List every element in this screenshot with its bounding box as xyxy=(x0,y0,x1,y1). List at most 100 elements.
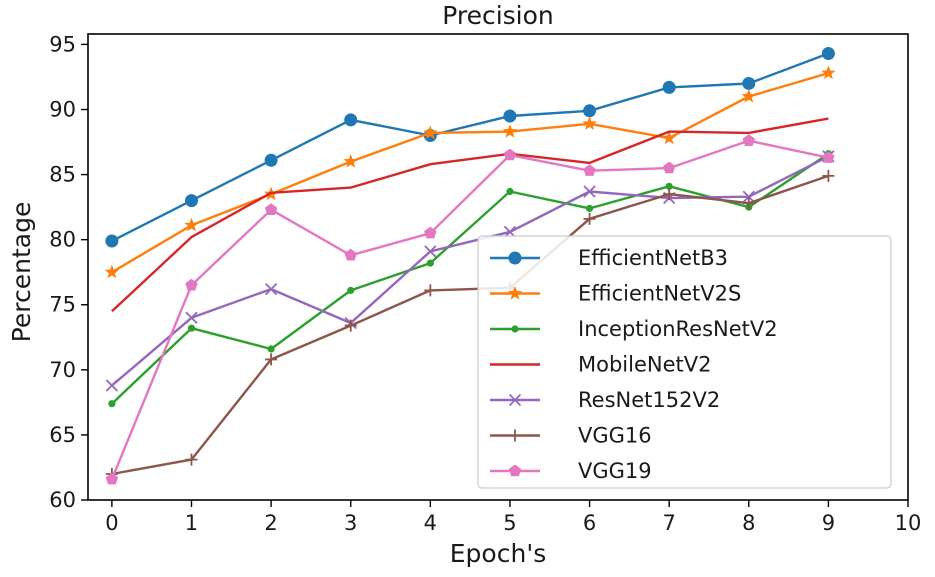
x-tick-label: 4 xyxy=(424,511,437,535)
data-point-vgg19 xyxy=(742,134,755,146)
series-line-efficientnetv2s xyxy=(111,71,829,274)
legend-label-efficientnetv2s: EfficientNetV2S xyxy=(578,282,741,306)
data-point-efficientnetv2s xyxy=(741,89,756,103)
series-line-mobilenetv2 xyxy=(111,117,829,313)
x-tick-label: 8 xyxy=(742,511,755,535)
data-point-vgg19 xyxy=(663,161,676,174)
legend-item-mobilenetv2: MobileNetV2 xyxy=(490,353,711,377)
data-point-efficientnetb3 xyxy=(503,109,517,123)
plot-area xyxy=(104,47,836,485)
legend-label-inceptionresnetv2: InceptionResNetV2 xyxy=(578,317,778,341)
data-point-vgg16 xyxy=(185,453,198,466)
legend-marker-resnet152v2 xyxy=(508,393,522,407)
data-point-inceptionresnetv2 xyxy=(267,345,275,353)
data-point-efficientnetv2s xyxy=(343,154,358,168)
data-point-resnet152v2 xyxy=(583,185,596,198)
series-efficientnetb3 xyxy=(105,47,835,248)
legend-marker-efficientnetb3 xyxy=(508,251,522,265)
data-point-resnet152v2 xyxy=(185,311,198,324)
data-point-vgg19 xyxy=(583,164,596,176)
y-tick-label: 80 xyxy=(49,228,76,252)
series-line-vgg19 xyxy=(110,139,829,480)
legend-label-resnet152v2: ResNet152V2 xyxy=(578,388,720,412)
data-point-efficientnetb3 xyxy=(821,47,835,61)
data-point-vgg19 xyxy=(105,472,119,485)
chart-title: Precision xyxy=(442,1,554,30)
plot-frame xyxy=(87,33,909,501)
data-point-vgg16 xyxy=(265,353,278,366)
data-point-vgg16 xyxy=(822,169,835,182)
data-point-efficientnetv2s xyxy=(821,65,836,80)
data-point-efficientnetv2s xyxy=(104,264,119,279)
y-tick-label: 90 xyxy=(49,97,76,121)
legend-label-vgg19: VGG19 xyxy=(578,459,652,483)
legend-item-efficientnetb3: EfficientNetB3 xyxy=(490,246,728,270)
x-tick-label: 7 xyxy=(662,511,675,535)
data-point-vgg16 xyxy=(424,284,437,297)
series-line-vgg16 xyxy=(111,174,829,476)
data-point-vgg19 xyxy=(424,226,437,239)
data-point-inceptionresnetv2 xyxy=(426,259,434,267)
data-point-efficientnetv2s xyxy=(502,124,518,138)
legend-marker-inceptionresnetv2 xyxy=(511,325,519,333)
legend-item-vgg19: VGG19 xyxy=(490,459,652,483)
legend-marker-vgg16 xyxy=(509,429,521,442)
data-point-efficientnetv2s xyxy=(662,130,677,145)
data-point-efficientnetb3 xyxy=(344,113,358,127)
axis-ticks: 0 1 2 3 4 5 6 7 8 9 10 60 65 70 75 80 85 90 95 xyxy=(49,32,921,535)
x-tick-label: 1 xyxy=(185,511,198,535)
legend-label-mobilenetv2: MobileNetV2 xyxy=(578,353,711,377)
legend-item-vgg16: VGG16 xyxy=(490,424,652,448)
data-point-vgg19 xyxy=(185,278,198,291)
legend-item-resnet152v2: ResNet152V2 xyxy=(490,388,720,412)
data-point-resnet152v2 xyxy=(105,379,119,392)
data-point-inceptionresnetv2 xyxy=(506,187,514,196)
y-tick-label: 60 xyxy=(49,488,76,512)
data-point-inceptionresnetv2 xyxy=(585,204,594,213)
data-point-resnet152v2 xyxy=(264,282,278,296)
x-axis-label: Epoch's xyxy=(450,539,546,568)
x-tick-label: 5 xyxy=(503,511,516,535)
legend-item-inceptionresnetv2: InceptionResNetV2 xyxy=(490,317,778,341)
data-point-resnet152v2 xyxy=(424,245,437,258)
x-tick-label: 6 xyxy=(583,511,596,535)
legend-item-efficientnetv2s: EfficientNetV2S xyxy=(490,282,741,306)
data-point-inceptionresnetv2 xyxy=(187,324,196,332)
y-tick-label: 75 xyxy=(49,293,76,317)
data-point-inceptionresnetv2 xyxy=(665,182,673,190)
data-point-efficientnetv2s xyxy=(184,217,199,232)
series-vgg19 xyxy=(105,134,835,485)
data-point-resnet152v2 xyxy=(742,190,755,203)
data-point-efficientnetb3 xyxy=(742,76,756,90)
y-tick-label: 65 xyxy=(49,423,76,447)
series-mobilenetv2 xyxy=(111,117,829,313)
y-tick-label: 70 xyxy=(49,358,76,382)
data-point-vgg16 xyxy=(663,188,676,201)
y-axis-label: Percentage xyxy=(7,202,36,343)
legend-marker-vgg19 xyxy=(508,464,522,477)
data-point-efficientnetb3 xyxy=(264,153,278,167)
data-point-vgg19 xyxy=(822,151,835,163)
data-point-vgg19 xyxy=(503,148,517,161)
data-point-efficientnetb3 xyxy=(105,234,119,248)
y-tick-label: 85 xyxy=(49,163,76,187)
data-point-vgg16 xyxy=(344,319,357,332)
series-line-resnet152v2 xyxy=(111,155,829,387)
legend: EfficientNetB3 EfficientNetV2S InceptionRe… xyxy=(477,235,892,489)
x-tick-label: 2 xyxy=(264,511,277,535)
legend-label-vgg16: VGG16 xyxy=(578,424,652,448)
legend-label-efficientnetb3: EfficientNetB3 xyxy=(578,246,728,270)
data-point-vgg16 xyxy=(742,197,755,210)
data-point-efficientnetb3 xyxy=(662,80,676,94)
legend-box xyxy=(477,235,892,489)
data-point-inceptionresnetv2 xyxy=(108,400,116,408)
x-tick-label: 0 xyxy=(105,511,118,535)
data-point-vgg16 xyxy=(583,212,596,225)
x-tick-label: 10 xyxy=(895,511,922,535)
data-point-efficientnetv2s xyxy=(423,125,438,139)
y-tick-label: 95 xyxy=(49,32,76,56)
data-point-vgg19 xyxy=(344,248,357,261)
legend-marker-efficientnetv2s xyxy=(507,286,523,300)
data-point-inceptionresnetv2 xyxy=(347,286,355,295)
